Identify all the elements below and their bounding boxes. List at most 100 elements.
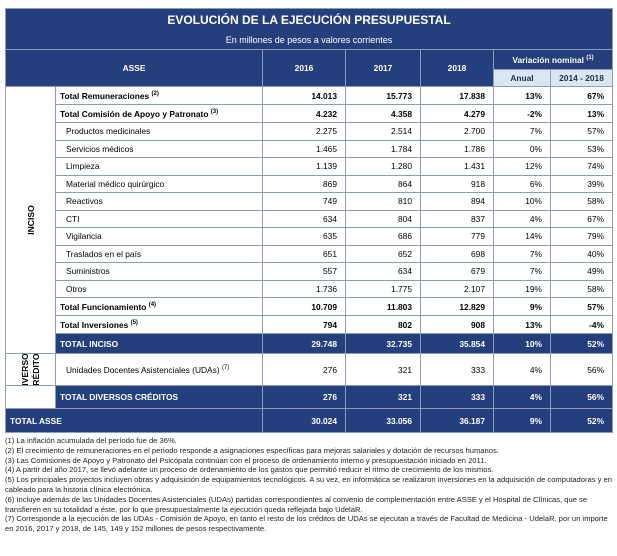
table-title: EVOLUCIÓN DE LA EJECUCIÓN PRESUPUESTAL (4, 8, 614, 31)
value-cell: 12% (493, 157, 551, 176)
value-cell: 10% (493, 192, 551, 211)
value-cell: 4% (493, 353, 551, 386)
value-cell: 1.280 (345, 157, 421, 176)
value-cell: 918 (420, 174, 494, 193)
group-label-text: INCISO (25, 205, 35, 235)
row-label-text: Traslados en el país (66, 248, 142, 259)
value-cell: 4% (493, 209, 551, 228)
table-row: Servicios médicos 1.465 1.784 1.786 0% 53% (6, 139, 614, 158)
value-cell: 333 (420, 353, 494, 386)
value-cell: 57% (549, 122, 614, 141)
table-row: Vigilancia 635 686 779 14% 79% (6, 227, 614, 246)
value-cell: 321 (345, 353, 421, 386)
value-cell: 33.056 (345, 408, 421, 433)
table-row: Traslados en el país 651 652 698 7% 40% (6, 244, 614, 263)
row-label-text: CTI (66, 213, 80, 224)
footnote-ref: (1) (586, 54, 594, 61)
value-cell: 908 (420, 315, 494, 334)
row-label-text: Unidades Docentes Asistenciales (UDAs) (66, 364, 220, 375)
value-cell: 58% (549, 192, 614, 211)
value-cell: 56% (549, 385, 614, 409)
row-label-text: Servicios médicos (66, 143, 134, 154)
row-label: Total Remuneraciones (2) (55, 86, 263, 105)
value-cell: 802 (345, 315, 421, 334)
value-cell: 794 (262, 315, 346, 334)
value-cell: 56% (549, 353, 614, 386)
footnote: (5) Los principales proyectos incluyen o… (5, 475, 612, 494)
total-row: TOTAL INCISO 29.748 32.735 35.854 10% 52% (5, 333, 614, 354)
value-cell: 634 (262, 209, 346, 228)
value-cell: 13% (493, 315, 551, 334)
value-cell: 79% (549, 227, 614, 246)
header-year: 2016 (262, 49, 346, 87)
header-subcolumn: 2014 - 2018 (549, 69, 614, 87)
value-cell: 276 (262, 353, 346, 386)
row-label-text: Otros (66, 283, 87, 294)
row-label-text: Total Remuneraciones (60, 90, 150, 101)
row-label: Traslados en el país (55, 244, 263, 263)
row-label: Total Inversiones (5) (55, 315, 263, 334)
row-label-text: Total Comisión de Apoyo y Patronato (60, 108, 209, 119)
value-cell: 276 (262, 385, 346, 409)
table-row: Total Comisión de Apoyo y Patronato (3) 4… (6, 104, 614, 123)
header-variation: Variación nominal (1) (492, 49, 614, 70)
row-label: Total Comisión de Apoyo y Patronato (3) (55, 104, 263, 123)
value-cell: 74% (549, 157, 614, 176)
group-label-text: DIVERSOS CRÉDITOS(6) (20, 355, 41, 385)
row-label: Limpieza (55, 157, 263, 176)
value-cell: 651 (262, 244, 346, 263)
value-cell: 634 (345, 262, 421, 281)
value-cell: 1.465 (262, 139, 346, 158)
value-cell: 1.775 (345, 279, 421, 298)
value-cell: 39% (549, 174, 614, 193)
blank-cell (5, 385, 56, 409)
header-year: 2017 (345, 49, 421, 87)
footnote-ref: (5) (130, 319, 138, 326)
value-cell: 49% (549, 262, 614, 281)
row-label: Otros (55, 279, 263, 298)
footnotes: (1) La inflación acumulada del período f… (5, 436, 612, 534)
value-cell: 52% (549, 333, 614, 354)
footnote-ref: (3) (210, 108, 219, 115)
row-label-text: Total Funcionamiento (60, 301, 147, 312)
value-cell: -2% (493, 104, 551, 123)
value-cell: 13% (549, 104, 614, 123)
table-row: INCISO Total Remuneraciones (2) 14.013 15.7… (5, 86, 614, 354)
row-label: TOTAL INCISO (55, 333, 263, 354)
value-cell: 9% (493, 297, 551, 316)
value-cell: 15.773 (345, 86, 421, 105)
value-cell: 869 (262, 174, 346, 193)
header-year: 2018 (420, 49, 494, 87)
value-cell: 557 (262, 262, 346, 281)
value-cell: 6% (493, 174, 551, 193)
row-label: Servicios médicos (55, 139, 263, 158)
row-label-text: Total Inversiones (60, 319, 129, 330)
value-cell: 4.232 (262, 104, 346, 123)
value-cell: 19% (493, 279, 551, 298)
row-label-text: Suministros (66, 266, 110, 277)
table-row: Otros 1.736 1.775 2.107 19% 58% (6, 279, 614, 298)
group-label: INCISO (5, 86, 56, 354)
value-cell: 29.748 (262, 333, 346, 354)
value-cell: 13% (493, 86, 551, 105)
row-label: Material médico quirúrgico (55, 174, 263, 193)
value-cell: 864 (345, 174, 421, 193)
value-cell: 36.187 (420, 408, 494, 433)
value-cell: 35.854 (420, 333, 494, 354)
footnote: (4) A partir del año 2017, se llevó adel… (5, 465, 494, 475)
value-cell: -4% (549, 315, 614, 334)
row-label: Reactivos (55, 192, 263, 211)
header-entity: ASSE (5, 49, 263, 87)
row-label: Productos medicinales (55, 122, 263, 141)
row-label-text: Reactivos (66, 196, 103, 207)
value-cell: 57% (549, 297, 614, 316)
value-cell: 0% (493, 139, 551, 158)
value-cell: 1.786 (420, 139, 494, 158)
value-cell: 7% (493, 262, 551, 281)
table-row: Reactivos 749 810 894 10% 58% (6, 192, 614, 211)
value-cell: 2.107 (420, 279, 494, 298)
row-label-text: Productos medicinales (66, 126, 151, 137)
table-row: DIVERSOS CRÉDITOS(6) Unidades Docentes As… (5, 353, 614, 386)
value-cell: 52% (549, 408, 614, 433)
row-label-text: Material médico quirúrgico (66, 178, 165, 189)
